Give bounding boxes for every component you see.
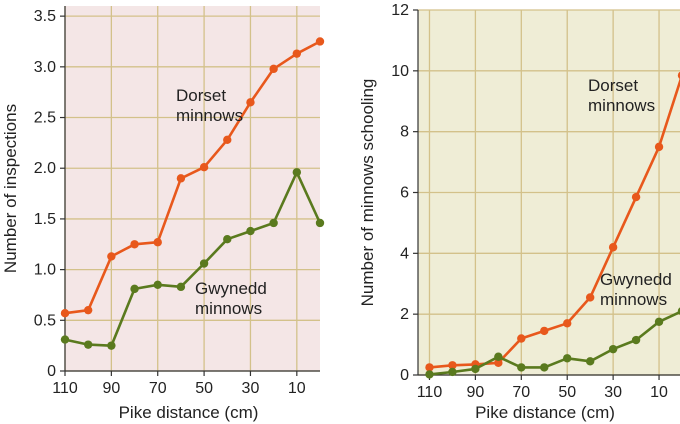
data-point bbox=[223, 234, 232, 244]
y-tick-label: 1.0 bbox=[34, 262, 56, 279]
series-label-0: Dorset minnows bbox=[176, 86, 243, 125]
data-point bbox=[471, 364, 480, 374]
data-point bbox=[292, 168, 302, 177]
data-point bbox=[246, 98, 255, 107]
data-point bbox=[585, 293, 595, 302]
data-point bbox=[153, 238, 162, 247]
y-tick-label: 0 bbox=[47, 363, 56, 380]
x-tick-label: 90 bbox=[466, 384, 484, 401]
data-point bbox=[631, 192, 641, 202]
data-point bbox=[608, 344, 618, 354]
y-tick-label: 2.0 bbox=[34, 160, 56, 177]
data-point bbox=[83, 340, 93, 349]
plot-background bbox=[65, 6, 320, 371]
series-label-line: Gwynedd bbox=[600, 270, 672, 289]
data-point bbox=[269, 218, 278, 228]
data-point bbox=[585, 357, 595, 366]
data-point bbox=[107, 341, 116, 350]
y-axis-title: Number of inspections bbox=[1, 104, 20, 273]
data-point bbox=[153, 280, 162, 290]
data-point bbox=[517, 334, 526, 343]
series-label-line: minnows bbox=[195, 299, 262, 318]
series-label-line: Dorset bbox=[176, 86, 226, 105]
data-point bbox=[199, 259, 209, 268]
y-axis-title: Number of minnows schooling bbox=[358, 79, 377, 307]
x-tick-label: 110 bbox=[417, 384, 443, 401]
data-point bbox=[130, 284, 139, 294]
x-tick-label: 50 bbox=[558, 384, 576, 401]
x-tick-label: 30 bbox=[242, 380, 260, 397]
data-point bbox=[677, 307, 680, 315]
x-axis-title: Pike distance (cm) bbox=[119, 403, 259, 422]
data-point bbox=[292, 49, 302, 58]
data-point bbox=[563, 319, 572, 328]
data-point bbox=[540, 326, 549, 336]
chart-inspections: 0 0.5 1.0 1.5 2.0 2.5 3.0 3.5 110 90 70 50 30 10 Pike … bbox=[1, 6, 325, 422]
data-point bbox=[448, 361, 457, 370]
data-point bbox=[494, 358, 503, 368]
data-point bbox=[517, 363, 526, 372]
series-label-1: Gwynedd minnows bbox=[600, 270, 672, 309]
data-point bbox=[315, 218, 325, 228]
data-point bbox=[107, 252, 116, 261]
x-tick-label: 110 bbox=[52, 380, 78, 397]
data-point bbox=[176, 174, 186, 183]
series-line-0 bbox=[64, 40, 321, 315]
data-point bbox=[199, 163, 209, 172]
data-point bbox=[654, 142, 664, 152]
y-tick-label: 1.5 bbox=[34, 211, 56, 228]
chart-schooling: 0 2 4 6 8 10 12 110 90 70 50 30 10 Pike distance (cm)… bbox=[358, 2, 680, 422]
data-point bbox=[315, 37, 325, 46]
data-point bbox=[563, 354, 572, 363]
y-tick-label: 3.5 bbox=[34, 8, 56, 25]
data-point bbox=[425, 363, 434, 372]
x-axis-title: Pike distance (cm) bbox=[475, 403, 615, 422]
data-point bbox=[223, 135, 232, 145]
y-tick-label: 6 bbox=[400, 185, 409, 202]
y-tick-label: 12 bbox=[391, 2, 409, 19]
y-tick-label: 0 bbox=[400, 367, 409, 384]
x-tick-label: 70 bbox=[149, 380, 167, 397]
y-tick-label: 0.5 bbox=[34, 312, 56, 329]
y-tick-label: 2.5 bbox=[34, 110, 56, 127]
series-label-line: Dorset bbox=[588, 76, 638, 95]
data-point bbox=[677, 71, 680, 80]
data-point bbox=[425, 370, 434, 379]
x-tick-label: 90 bbox=[102, 380, 120, 397]
data-point bbox=[83, 305, 93, 315]
data-point bbox=[60, 309, 70, 318]
x-tick-label: 50 bbox=[195, 380, 213, 397]
data-point bbox=[60, 335, 70, 344]
data-point bbox=[540, 363, 549, 372]
data-point bbox=[176, 282, 186, 292]
data-point bbox=[130, 240, 139, 249]
data-point bbox=[448, 367, 457, 377]
series-label-line: minnows bbox=[176, 106, 243, 125]
x-tick-label: 10 bbox=[650, 384, 668, 401]
y-tick-label: 8 bbox=[400, 124, 409, 141]
series-label-0: Dorset minnows bbox=[588, 76, 655, 115]
x-tick-label: 10 bbox=[288, 380, 306, 397]
series-label-line: minnows bbox=[600, 290, 667, 309]
series-label-line: Gwynedd bbox=[195, 279, 267, 298]
data-point bbox=[246, 226, 255, 236]
x-tick-label: 30 bbox=[604, 384, 622, 401]
y-tick-label: 10 bbox=[391, 63, 409, 80]
data-point bbox=[269, 64, 278, 74]
y-tick-label: 3.0 bbox=[34, 59, 56, 76]
data-point bbox=[494, 352, 503, 361]
x-tick-label: 70 bbox=[512, 384, 530, 401]
y-tick-label: 4 bbox=[400, 245, 409, 262]
series-label-1: Gwynedd minnows bbox=[195, 279, 267, 318]
data-point bbox=[631, 335, 641, 345]
data-point bbox=[654, 317, 664, 326]
series-label-line: minnows bbox=[588, 96, 655, 115]
data-point bbox=[608, 243, 618, 252]
y-tick-label: 2 bbox=[400, 306, 409, 323]
